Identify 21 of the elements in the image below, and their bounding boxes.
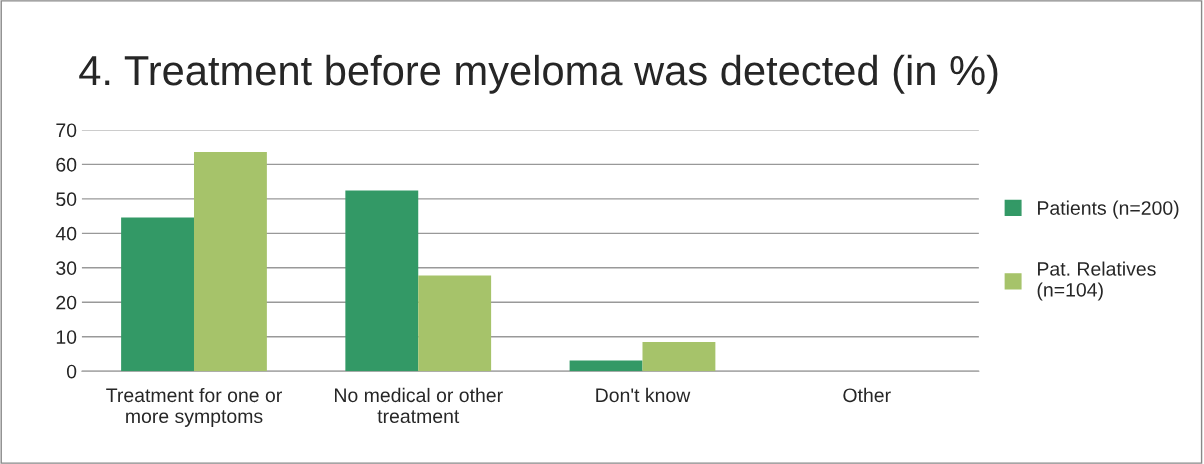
chart-title: 4. Treatment before myeloma was detected (in %)	[79, 54, 998, 94]
y-tick-label: 70	[56, 123, 77, 138]
y-tick-label: 30	[56, 261, 77, 276]
x-tick-label: No medical or other treatment	[335, 387, 503, 424]
bar	[418, 275, 492, 372]
bar	[193, 151, 267, 372]
y-tick-label: 50	[56, 192, 77, 207]
y-tick-label: 10	[56, 330, 77, 344]
legend-label: Patients (n=200)	[1038, 200, 1179, 219]
y-tick-label: 40	[55, 226, 77, 241]
y-tick-label: 0	[66, 364, 77, 379]
y-tick-label: 60	[56, 157, 77, 172]
x-tick-label: Other	[843, 387, 891, 403]
y-tick-label: 20	[56, 295, 77, 310]
x-tick-label: Don't know	[596, 387, 691, 403]
bar	[569, 360, 643, 372]
bar	[345, 190, 419, 372]
bar	[121, 217, 194, 372]
legend-label: Pat. Relatives (n=104)	[1037, 261, 1156, 301]
bar	[642, 341, 716, 372]
x-tick-label: Treatment for one or more symptoms	[106, 387, 282, 427]
